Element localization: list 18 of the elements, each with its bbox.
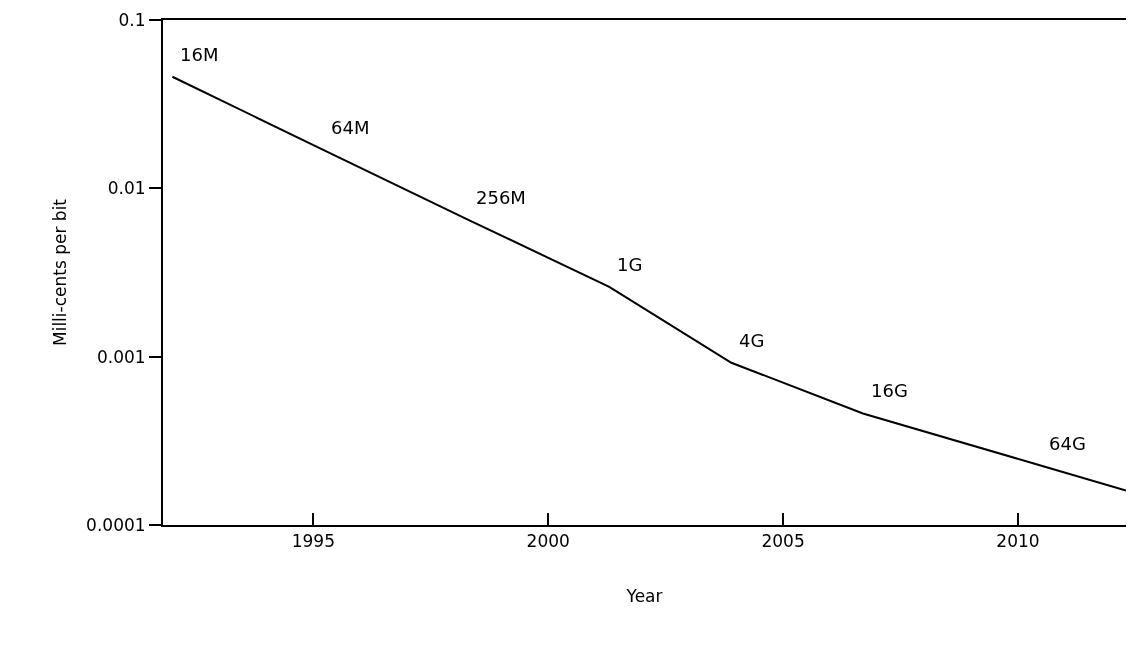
x-tick-label: 2010 xyxy=(996,531,1040,552)
x-tick-label: 1995 xyxy=(291,531,335,552)
line-series xyxy=(171,75,1126,492)
x-tick-label: 2005 xyxy=(761,531,805,552)
annotation: 16M xyxy=(180,44,219,65)
annotation: 16G xyxy=(871,380,908,401)
x-tick-label: 2000 xyxy=(526,531,570,552)
x-axis-title: Year xyxy=(625,586,663,607)
annotation: 1G xyxy=(617,254,643,275)
annotation: 64G xyxy=(1049,433,1086,454)
annotation: 4G xyxy=(739,330,765,351)
y-tick-label: 0.001 xyxy=(96,346,146,367)
y-tick-label: 0.1 xyxy=(118,9,146,30)
annotation: 256M xyxy=(476,187,526,208)
y-axis-title: Milli-cents per bit xyxy=(50,198,71,347)
y-tick-label: 0.01 xyxy=(107,178,146,199)
y-tick-label: 0.0001 xyxy=(86,514,146,535)
annotation: 64M xyxy=(331,117,370,138)
